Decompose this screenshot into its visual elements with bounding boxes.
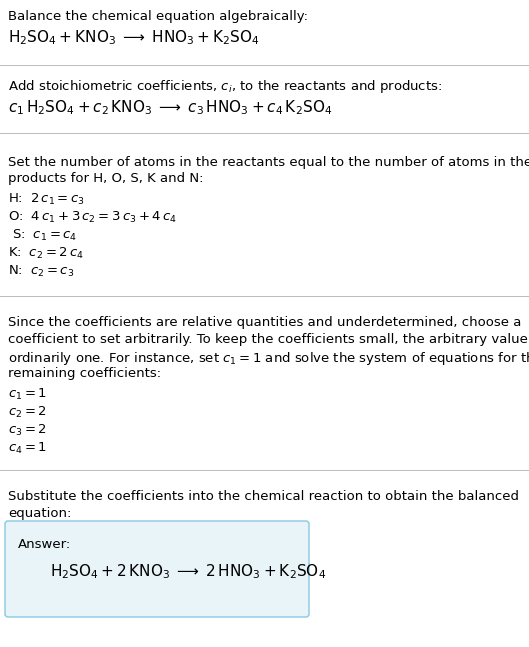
Text: K: $\;c_2 = 2\,c_4$: K: $\;c_2 = 2\,c_4$ bbox=[8, 246, 84, 261]
Text: Balance the chemical equation algebraically:: Balance the chemical equation algebraica… bbox=[8, 10, 308, 23]
Text: products for H, O, S, K and N:: products for H, O, S, K and N: bbox=[8, 172, 204, 185]
Text: $c_4 = 1$: $c_4 = 1$ bbox=[8, 441, 47, 456]
Text: Since the coefficients are relative quantities and underdetermined, choose a: Since the coefficients are relative quan… bbox=[8, 316, 522, 329]
Text: remaining coefficients:: remaining coefficients: bbox=[8, 367, 161, 380]
Text: $c_2 = 2$: $c_2 = 2$ bbox=[8, 405, 47, 420]
Text: $c_1 = 1$: $c_1 = 1$ bbox=[8, 387, 47, 402]
Text: $\mathregular{H_2SO_4} + 2\,\mathregular{KNO_3} \;\longrightarrow\; 2\,\mathregu: $\mathregular{H_2SO_4} + 2\,\mathregular… bbox=[50, 562, 326, 581]
Text: equation:: equation: bbox=[8, 507, 71, 520]
FancyBboxPatch shape bbox=[5, 521, 309, 617]
Text: $\mathregular{H_2SO_4 + KNO_3 \;\longrightarrow\; HNO_3 + K_2SO_4}$: $\mathregular{H_2SO_4 + KNO_3 \;\longrig… bbox=[8, 28, 260, 47]
Text: Answer:: Answer: bbox=[18, 538, 71, 551]
Text: Add stoichiometric coefficients, $c_i$, to the reactants and products:: Add stoichiometric coefficients, $c_i$, … bbox=[8, 78, 442, 95]
Text: ordinarily one. For instance, set $c_1 = 1$ and solve the system of equations fo: ordinarily one. For instance, set $c_1 =… bbox=[8, 350, 529, 367]
Text: O: $\;4\,c_1 + 3\,c_2 = 3\,c_3 + 4\,c_4$: O: $\;4\,c_1 + 3\,c_2 = 3\,c_3 + 4\,c_4$ bbox=[8, 210, 177, 225]
Text: H: $\;2\,c_1 = c_3$: H: $\;2\,c_1 = c_3$ bbox=[8, 192, 85, 207]
Text: N: $\;c_2 = c_3$: N: $\;c_2 = c_3$ bbox=[8, 264, 75, 279]
Text: $c_1\,\mathregular{H_2SO_4} + c_2\,\mathregular{KNO_3} \;\longrightarrow\; c_3\,: $c_1\,\mathregular{H_2SO_4} + c_2\,\math… bbox=[8, 98, 332, 116]
Text: coefficient to set arbitrarily. To keep the coefficients small, the arbitrary va: coefficient to set arbitrarily. To keep … bbox=[8, 333, 529, 346]
Text: $c_3 = 2$: $c_3 = 2$ bbox=[8, 423, 47, 438]
Text: Set the number of atoms in the reactants equal to the number of atoms in the: Set the number of atoms in the reactants… bbox=[8, 156, 529, 169]
Text: S: $\;c_1 = c_4$: S: $\;c_1 = c_4$ bbox=[8, 228, 77, 243]
Text: Substitute the coefficients into the chemical reaction to obtain the balanced: Substitute the coefficients into the che… bbox=[8, 490, 519, 503]
